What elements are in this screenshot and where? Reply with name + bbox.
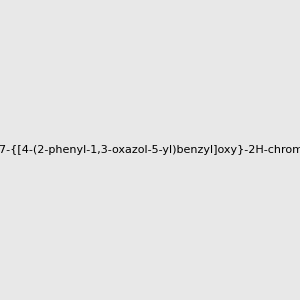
Text: 4-phenyl-7-{[4-(2-phenyl-1,3-oxazol-5-yl)benzyl]oxy}-2H-chromen-2-one: 4-phenyl-7-{[4-(2-phenyl-1,3-oxazol-5-yl… — [0, 145, 300, 155]
